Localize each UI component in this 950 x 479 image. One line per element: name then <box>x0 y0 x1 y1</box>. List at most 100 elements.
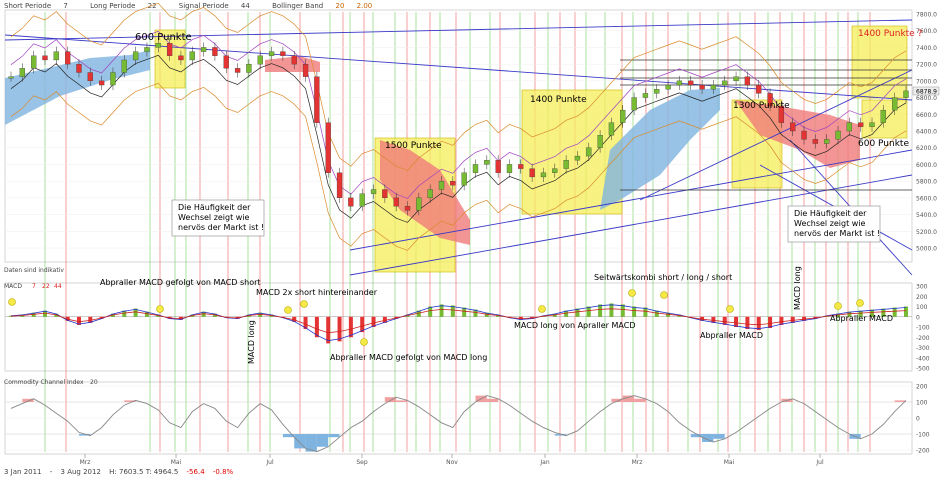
candle-body <box>110 72 116 86</box>
candle-body <box>869 122 875 127</box>
signal-marker <box>628 289 636 297</box>
macd-param: 7 <box>32 283 36 290</box>
macd-param: 22 <box>42 283 50 290</box>
price-ytick-label: 7800.0 <box>916 12 937 19</box>
candle-body <box>733 76 739 82</box>
macd-ytick-label: -300 <box>916 345 930 352</box>
change-value: -56.4 <box>186 468 205 476</box>
price-ytick-label: 6400.0 <box>916 129 937 136</box>
cci-oversold-fill <box>305 434 317 452</box>
macd-hist-bar <box>144 311 149 317</box>
candle-body <box>461 172 467 186</box>
macd-hist-bar <box>858 310 863 317</box>
signal-marker <box>156 305 164 313</box>
macd-param: 44 <box>54 283 62 290</box>
signal-marker <box>856 299 864 307</box>
macd-annotation: Abpraller MACD gefolgt von MACD short <box>100 278 261 287</box>
candle-body <box>200 47 207 52</box>
candle-body <box>87 72 93 82</box>
macd-hist-bar <box>892 307 897 317</box>
ohlc-readout: H: 7603.5 T: 4964.5 <box>109 468 179 476</box>
macd-indicative-label: Daten sind indikativ <box>4 267 64 274</box>
candle-body <box>506 164 513 173</box>
candle-body <box>348 197 354 207</box>
long-period-value: 22 <box>147 2 157 10</box>
signal-marker <box>284 306 292 314</box>
candle-body <box>574 155 581 161</box>
candle-body <box>31 55 37 69</box>
macd-ytick-label: -200 <box>916 335 930 342</box>
macd-hist-bar <box>756 316 761 331</box>
candle-body <box>778 105 785 123</box>
signal-marker <box>8 298 16 306</box>
chart-header: Short Periode 7 Long Periode 22 Signal P… <box>4 2 392 10</box>
macd-hist-bar <box>632 306 637 317</box>
candle-body <box>257 55 263 65</box>
x-tick-label: Jul <box>815 459 824 466</box>
candle-body <box>336 172 343 199</box>
price-ytick-label: 5800.0 <box>916 179 937 186</box>
x-tick-label: Mai <box>724 459 735 466</box>
macd-hist-bar <box>575 308 580 317</box>
long-period-label: Long Periode <box>90 2 136 10</box>
cci-title: Commodity Channel Index <box>4 379 84 386</box>
note-box <box>787 205 881 243</box>
candle-body <box>880 109 886 123</box>
candle-body <box>427 189 433 199</box>
bollinger-val2: 2.00 <box>356 2 373 10</box>
price-ytick-label: 7600.0 <box>916 28 937 35</box>
signal-period-value: 44 <box>240 2 250 10</box>
macd-hist-bar <box>360 316 365 333</box>
candle-body <box>563 160 569 169</box>
cci-oversold-fill <box>282 434 295 438</box>
x-tick-label: Jan <box>539 459 549 466</box>
macd-hist-bar <box>303 316 308 330</box>
candle-body <box>631 97 637 111</box>
cci-overbought-fill <box>634 398 646 402</box>
candle-body <box>903 90 909 98</box>
macd-hist-bar <box>473 309 478 317</box>
candle-body <box>552 168 558 173</box>
cci-ytick-label: -200 <box>916 448 930 455</box>
last-value-label: 6878.9 <box>916 88 937 95</box>
price-ytick-label: 5000.0 <box>916 246 937 253</box>
trend-line <box>349 174 913 276</box>
candle-body <box>699 84 705 90</box>
macd-hist-bar <box>201 311 206 317</box>
candle-body <box>597 135 603 148</box>
candle-body <box>801 130 807 140</box>
macd-hist-bar <box>122 310 127 317</box>
macd-hist-bar <box>371 316 376 327</box>
move-annotation: 1500 Punkte <box>385 141 442 151</box>
macd-hist-bar <box>620 304 625 317</box>
candle-body <box>144 47 150 52</box>
candle-body <box>790 122 796 132</box>
candle-body <box>64 51 71 65</box>
macd-hist-bar <box>88 316 93 323</box>
candle-body <box>450 180 456 186</box>
cci-oversold-fill <box>690 434 703 438</box>
macd-hist-bar <box>734 316 739 327</box>
candle-body <box>858 122 864 127</box>
cci-oversold-fill <box>554 434 567 436</box>
macd-panel-frame <box>4 282 913 372</box>
macd-hist-bar <box>314 316 319 338</box>
macd-hist-bar <box>9 315 13 317</box>
candle-body <box>76 63 82 73</box>
candle-body <box>325 122 331 173</box>
macd-annotation: Abpraller MACD gefolgt von MACD long <box>330 353 487 362</box>
trend-line <box>4 19 913 41</box>
candle-body <box>53 51 59 61</box>
candle-body <box>586 147 592 157</box>
macd-hist-bar <box>450 305 455 317</box>
candle-body <box>234 68 241 73</box>
cci-overbought-fill <box>22 398 34 402</box>
cci-oversold-fill <box>316 434 329 447</box>
candle-body <box>495 160 501 173</box>
candle-body <box>166 43 173 56</box>
macd-hist-bar <box>326 316 331 344</box>
candle-body <box>98 80 105 86</box>
macd-ytick-label: 0 <box>916 314 920 321</box>
candle-body <box>246 63 252 73</box>
